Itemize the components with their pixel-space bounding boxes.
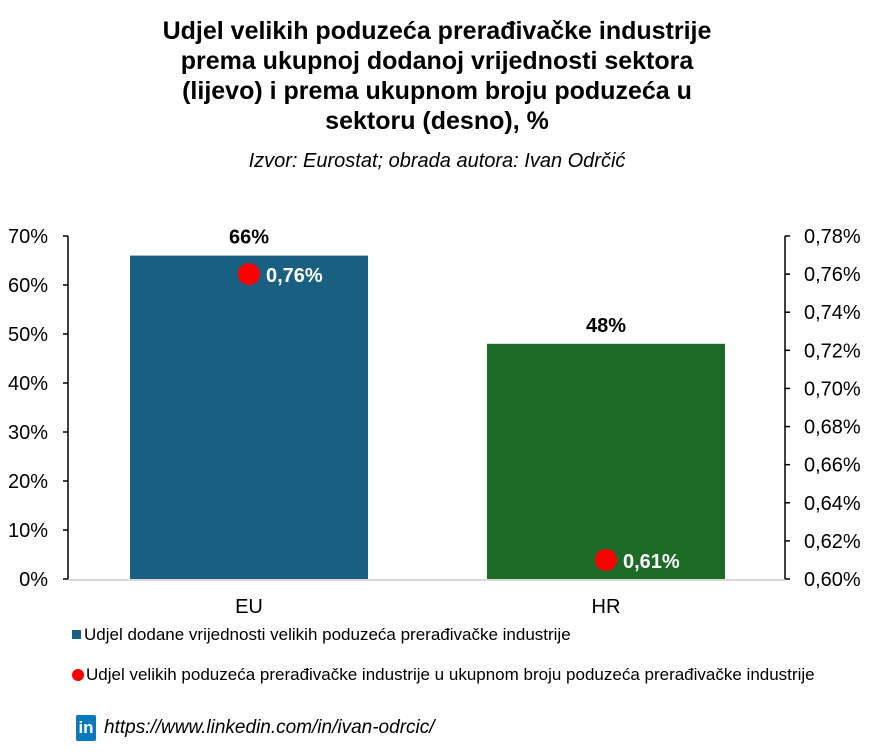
legend-item-bars: Udjel dodane vrijednosti velikih poduzeć…	[72, 624, 571, 645]
bar-value-label: 66%	[229, 227, 269, 249]
left-tick-label: 0%	[19, 569, 48, 591]
left-tick-label: 50%	[8, 324, 48, 346]
legend-item-dots: Udjel velikih poduzeća prerađivačke indu…	[72, 664, 862, 685]
right-tick-label: 0,68%	[804, 417, 861, 439]
title-line: sektoru (desno), %	[325, 107, 549, 135]
left-tick-label: 60%	[8, 275, 48, 297]
left-tick-label: 30%	[8, 422, 48, 444]
bar-value-label: 48%	[586, 315, 626, 337]
legend-label: Udjel velikih poduzeća prerađivačke indu…	[86, 665, 815, 684]
linkedin-footer: in https://www.linkedin.com/in/ivan-odrc…	[76, 715, 435, 741]
right-tick-label: 0,60%	[804, 569, 861, 591]
chart-title: Udjel velikih poduzeća prerađivačke indu…	[0, 16, 874, 136]
bar-eu	[130, 255, 368, 579]
right-tick-label: 0,76%	[804, 264, 861, 286]
title-line: (lijevo) i prema ukupnom broju poduzeća …	[182, 77, 692, 105]
right-tick-label: 0,72%	[804, 340, 861, 362]
right-tick-label: 0,70%	[804, 378, 861, 400]
title-line: Udjel velikih poduzeća prerađivačke indu…	[162, 17, 712, 45]
right-tick-label: 0,74%	[804, 302, 861, 324]
left-tick-label: 40%	[8, 373, 48, 395]
dot-hr	[595, 548, 617, 571]
left-tick-label: 70%	[8, 226, 48, 248]
bar-hr	[487, 343, 725, 579]
title-line: prema ukupnoj dodanoj vrijednosti sektor…	[180, 47, 694, 75]
legend-swatch	[72, 630, 81, 639]
right-tick-label: 0,64%	[804, 493, 861, 515]
right-tick-label: 0,66%	[804, 455, 861, 477]
left-tick-label: 20%	[8, 471, 48, 493]
right-tick-label: 0,62%	[804, 531, 861, 553]
linkedin-icon: in	[76, 715, 96, 741]
legend-marker	[72, 669, 84, 681]
x-tick-label: HR	[592, 596, 621, 618]
legend-label: Udjel dodane vrijednosti velikih poduzeć…	[84, 625, 571, 644]
x-tick-label: EU	[235, 596, 263, 618]
dot-value-label: 0,76%	[266, 265, 323, 287]
dot-eu	[238, 263, 260, 286]
dot-value-label: 0,61%	[623, 551, 680, 573]
left-tick-label: 10%	[8, 520, 48, 542]
chart-subtitle: Izvor: Eurostat; obrada autora: Ivan Odr…	[248, 150, 626, 172]
linkedin-url[interactable]: https://www.linkedin.com/in/ivan-odrcic/	[104, 717, 435, 738]
right-tick-label: 0,78%	[804, 226, 861, 248]
